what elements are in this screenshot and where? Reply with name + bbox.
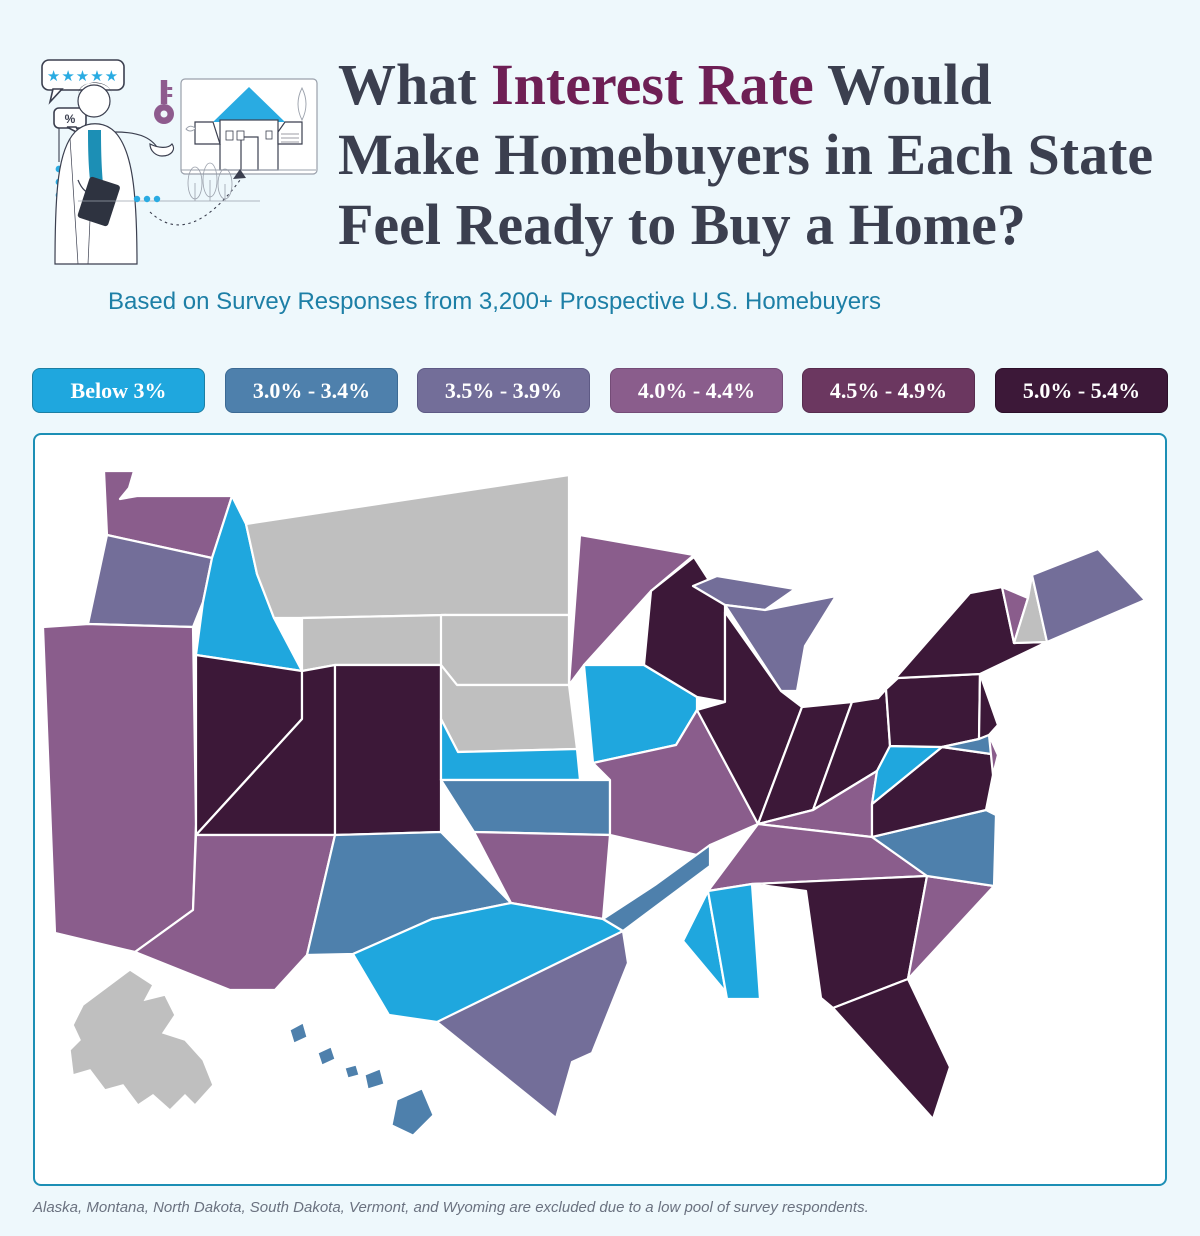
svg-text:%: % xyxy=(65,112,76,126)
svg-text:★★★★★: ★★★★★ xyxy=(47,68,119,85)
